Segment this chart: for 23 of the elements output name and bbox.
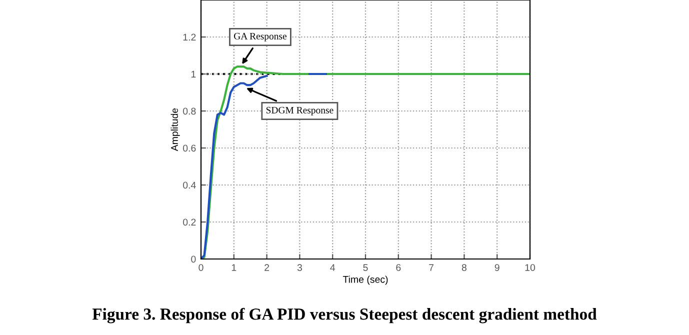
y-tick-label: 1	[191, 70, 196, 78]
y-tick-label: 1.2	[183, 34, 196, 41]
x-tick-label: 8	[462, 264, 466, 271]
y-axis-title: Amplitude	[170, 108, 180, 152]
x-tick-label: 10	[525, 264, 536, 271]
x-tick-label: 7	[429, 264, 434, 271]
x-axis-title: Time (sec)	[342, 276, 388, 285]
x-tick-label: 4	[330, 264, 336, 271]
x-tick-label: 6	[396, 264, 401, 271]
y-tick-label: 0	[191, 256, 196, 263]
annotation: SDGM Response	[266, 106, 334, 116]
x-tick-label: 1	[232, 264, 236, 271]
x-tick-label: 5	[363, 264, 368, 271]
y-tick-label: 0.2	[183, 218, 196, 226]
x-tick-label: 3	[297, 264, 302, 271]
x-tick-label: 0	[198, 264, 204, 271]
y-tick-label: 0.4	[183, 182, 196, 189]
annotation: GA Response	[234, 32, 286, 42]
y-tick-label: 0.8	[183, 108, 196, 115]
x-tick-label: 9	[494, 264, 500, 271]
text: Figure 3. Response of GA PID versus Steepest descent gradient method	[92, 308, 597, 324]
x-tick-label: 2	[264, 264, 270, 271]
y-tick-label: 0.6	[183, 144, 196, 152]
